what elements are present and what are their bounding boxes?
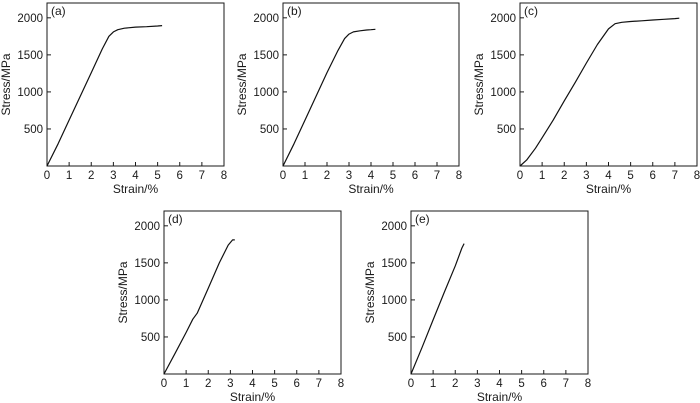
x-tick-label: 7 [434, 170, 440, 182]
stress-strain-curve [410, 243, 465, 375]
y-tick-label: 500 [141, 332, 160, 344]
x-tick-label: 3 [110, 170, 116, 182]
y-axis-label: Stress/MPa [472, 53, 486, 115]
x-tick-label: 5 [271, 378, 277, 390]
y-tick-label: 1500 [381, 258, 407, 270]
x-axis-label: Strain/% [348, 182, 394, 196]
stress-strain-panel: (b) 0 1 2 3 4 5 6 7 8 500 1000 1500 2000 Strain/% Stres… [235, 2, 462, 196]
panel-label: (c) [524, 4, 538, 18]
x-tick-label: 5 [518, 378, 524, 390]
x-tick-label: 3 [227, 378, 233, 390]
x-tick-label: 0 [280, 170, 286, 182]
y-tick-label: 2000 [253, 13, 279, 25]
y-tick-label: 1000 [134, 295, 160, 307]
x-tick-label: 6 [177, 170, 183, 182]
x-tick-label: 7 [672, 170, 678, 182]
y-tick-label: 2000 [134, 221, 160, 233]
x-tick-label: 3 [583, 170, 589, 182]
x-tick-label: 3 [346, 170, 352, 182]
x-axis-label: Strain/% [113, 182, 159, 196]
x-tick-label: 1 [302, 170, 308, 182]
x-tick-label: 2 [452, 378, 458, 390]
x-axis-label: Strain/% [477, 390, 523, 403]
y-tick-label: 1000 [17, 87, 43, 99]
x-tick-label: 1 [183, 378, 189, 390]
x-tick-label: 6 [294, 378, 300, 390]
x-tick-label: 8 [338, 378, 344, 390]
y-tick-label: 1000 [490, 87, 516, 99]
y-tick-label: 2000 [17, 13, 43, 25]
x-tick-label: 5 [154, 170, 160, 182]
stress-strain-panel: (e) 0 1 2 3 4 5 6 7 8 500 1000 1500 2000 Strain/% Stres… [363, 210, 591, 403]
y-tick-label: 1500 [253, 50, 279, 62]
x-tick-label: 7 [199, 170, 205, 182]
x-tick-label: 2 [88, 170, 94, 182]
y-tick-label: 500 [497, 124, 516, 136]
x-tick-label: 2 [205, 378, 211, 390]
y-axis-label: Stress/MPa [363, 261, 377, 323]
y-tick-label: 2000 [381, 221, 407, 233]
x-tick-label: 2 [561, 170, 567, 182]
x-tick-label: 0 [161, 378, 167, 390]
panel-label: (b) [287, 4, 302, 18]
x-tick-label: 0 [408, 378, 414, 390]
y-tick-label: 500 [260, 124, 279, 136]
x-tick-label: 0 [44, 170, 50, 182]
plot-frame [163, 210, 342, 375]
x-tick-label: 1 [430, 378, 436, 390]
y-tick-label: 1000 [253, 87, 279, 99]
x-axis-label: Strain/% [586, 182, 632, 196]
x-tick-label: 4 [249, 378, 256, 390]
x-tick-label: 4 [605, 170, 612, 182]
x-tick-label: 6 [412, 170, 418, 182]
x-tick-label: 5 [627, 170, 633, 182]
x-tick-label: 2 [324, 170, 330, 182]
y-axis-label: Stress/MPa [116, 261, 130, 323]
x-axis-label: Strain/% [230, 390, 276, 403]
stress-strain-panel: (c) 0 1 2 3 4 5 6 7 8 500 1000 1500 2000 Strain/% Stres… [472, 2, 700, 196]
plot-frame [410, 210, 589, 375]
y-tick-label: 1500 [17, 50, 43, 62]
stress-strain-curve [519, 17, 680, 167]
stress-strain-curve [163, 239, 235, 375]
y-tick-label: 500 [24, 124, 43, 136]
y-axis-label: Stress/MPa [0, 53, 13, 115]
y-tick-label: 1500 [490, 50, 516, 62]
x-tick-label: 4 [132, 170, 139, 182]
y-tick-label: 2000 [490, 13, 516, 25]
x-tick-label: 5 [390, 170, 396, 182]
panel-label: (e) [415, 212, 430, 226]
x-tick-label: 6 [650, 170, 656, 182]
stress-strain-panel: (d) 0 1 2 3 4 5 6 7 8 500 1000 1500 2000 Strain/% Stres… [116, 210, 344, 403]
y-tick-label: 1500 [134, 258, 160, 270]
x-tick-label: 3 [474, 378, 480, 390]
y-tick-label: 1000 [381, 295, 407, 307]
panel-label: (a) [51, 4, 66, 18]
x-tick-label: 6 [541, 378, 547, 390]
x-tick-label: 7 [563, 378, 569, 390]
stress-strain-panel: (a) 0 1 2 3 4 5 6 7 8 500 1000 1500 2000 Strain/% Stres… [0, 2, 227, 196]
x-tick-label: 1 [66, 170, 72, 182]
x-tick-label: 8 [694, 170, 700, 182]
plot-frame [519, 2, 698, 167]
x-tick-label: 4 [368, 170, 375, 182]
y-tick-label: 500 [388, 332, 407, 344]
stress-strain-curve [282, 28, 376, 167]
x-tick-label: 7 [316, 378, 322, 390]
x-tick-label: 1 [539, 170, 545, 182]
y-axis-label: Stress/MPa [235, 53, 249, 115]
panel-label: (d) [168, 212, 183, 226]
x-tick-label: 4 [496, 378, 503, 390]
x-tick-label: 0 [517, 170, 523, 182]
x-tick-label: 8 [221, 170, 227, 182]
stress-strain-curve [46, 25, 163, 167]
x-tick-label: 8 [585, 378, 591, 390]
x-tick-label: 8 [456, 170, 462, 182]
plot-frame [282, 2, 460, 167]
